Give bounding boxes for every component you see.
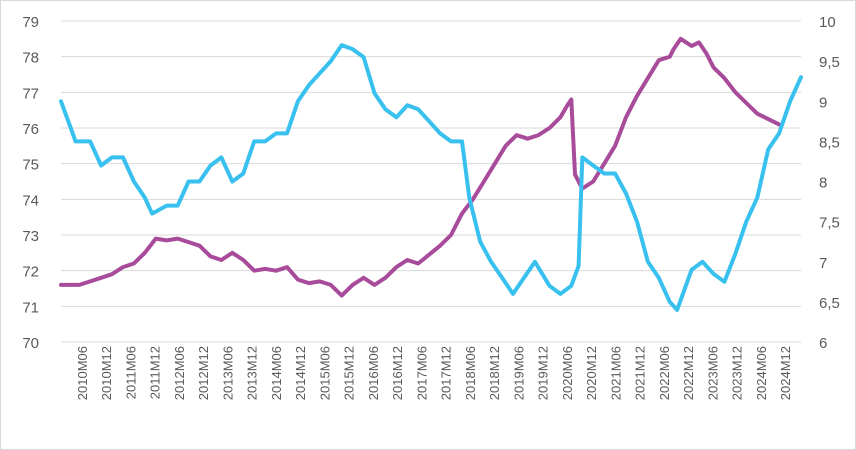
x-tick-label: 2017M12 (439, 346, 454, 400)
x-tick-label: 2011M06 (123, 346, 138, 399)
gridlines (61, 20, 801, 343)
left-tick-label: 78 (22, 50, 39, 67)
x-tick-label: 2024M06 (754, 346, 769, 400)
x-tick-label: 2015M06 (317, 346, 332, 400)
x-tick-label: 2022M12 (681, 346, 696, 400)
left-tick-label: 73 (22, 228, 39, 245)
right-tick-label: 9 (819, 94, 827, 111)
left-tick-label: 70 (22, 335, 39, 352)
right-tick-label: 6,5 (819, 295, 840, 312)
x-tick-label: 2022M06 (657, 346, 672, 400)
right-tick-label: 8 (819, 175, 827, 192)
x-tick-label: 2020M12 (584, 346, 599, 400)
left-tick-label: 77 (22, 85, 39, 102)
left-tick-label: 71 (22, 299, 39, 316)
x-tick-label: 2020M06 (560, 346, 575, 400)
right-tick-label: 7,5 (819, 215, 840, 232)
x-tick-label: 2010M12 (99, 346, 114, 400)
x-tick-label: 2019M06 (511, 346, 526, 400)
x-tick-label: 2014M12 (293, 346, 308, 400)
left-tick-label: 75 (22, 157, 39, 174)
left-tick-label: 74 (22, 192, 39, 209)
x-tick-label: 2011M12 (148, 346, 163, 399)
right-tick-label: 7 (819, 255, 827, 272)
right-tick-label: 9,5 (819, 54, 840, 71)
right-tick-label: 10 (819, 14, 836, 31)
left-tick-label: 72 (22, 264, 39, 281)
x-tick-label: 2021M12 (633, 346, 648, 400)
left-tick-label: 76 (22, 121, 39, 138)
x-tick-label: 2016M06 (366, 346, 381, 400)
series-line-right-axis (59, 43, 803, 312)
left-tick-label: 79 (22, 14, 39, 31)
x-tick-label: 2014M06 (269, 346, 284, 400)
x-axis: 2010M06 2010M12 2011M06 2011M12 2012M06 2012M… (75, 346, 793, 400)
x-tick-label: 2012M06 (172, 346, 187, 400)
x-tick-label: 2016M12 (390, 346, 405, 400)
right-tick-label: 6 (819, 335, 827, 352)
right-y-axis: 6 6,5 7 7,5 8 8,5 9 9,5 10 (819, 14, 840, 352)
x-tick-label: 2013M06 (220, 346, 235, 400)
x-tick-label: 2024M12 (778, 346, 793, 400)
x-tick-label: 2019M12 (536, 346, 551, 400)
right-tick-label: 8,5 (819, 134, 840, 151)
left-y-axis: 70 71 72 73 74 75 76 77 78 79 (22, 14, 39, 352)
x-tick-label: 2023M06 (705, 346, 720, 400)
x-tick-label: 2012M12 (196, 346, 211, 400)
series-line-left-axis (59, 36, 782, 298)
x-tick-label: 2017M06 (414, 346, 429, 400)
x-tick-label: 2023M12 (730, 346, 745, 400)
x-tick-label: 2015M12 (342, 346, 357, 400)
x-tick-label: 2021M06 (608, 346, 623, 400)
x-tick-label: 2018M12 (487, 346, 502, 400)
x-tick-label: 2018M06 (463, 346, 478, 400)
x-tick-label: 2013M12 (245, 346, 260, 400)
series-layer (59, 36, 803, 312)
x-tick-label: 2010M06 (75, 346, 90, 400)
